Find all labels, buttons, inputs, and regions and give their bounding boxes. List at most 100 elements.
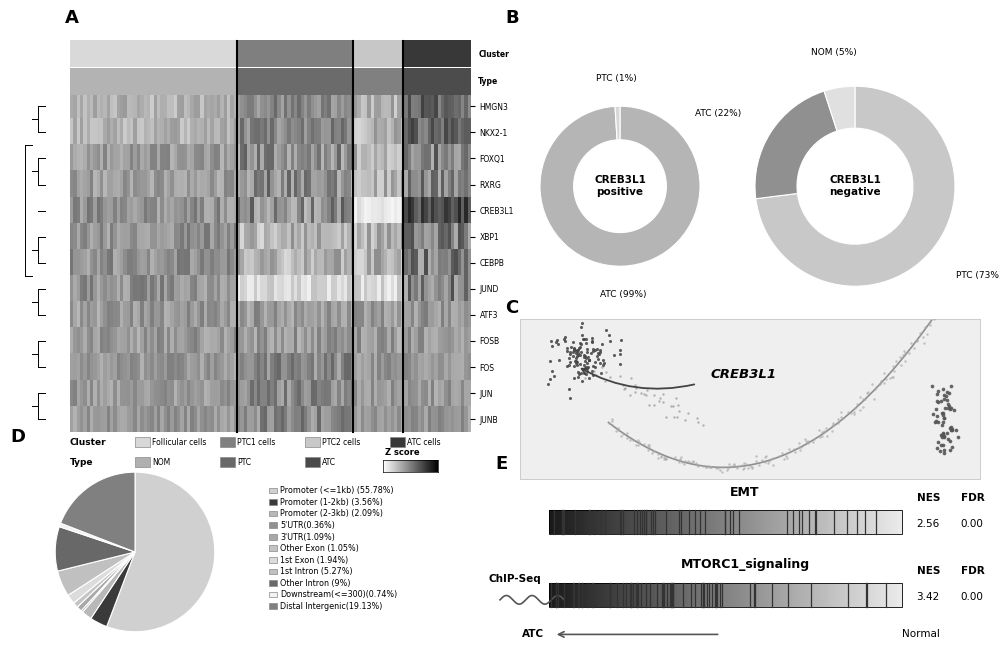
Bar — [687, 583, 688, 606]
Bar — [706, 583, 708, 606]
Bar — [727, 583, 729, 606]
Point — [573, 367, 589, 378]
Bar — [775, 510, 777, 534]
Point — [793, 442, 809, 452]
Bar — [715, 510, 717, 534]
Point — [569, 344, 585, 355]
Point — [646, 446, 662, 457]
Bar — [625, 583, 627, 606]
Point — [628, 440, 644, 451]
Point — [584, 333, 600, 344]
Bar — [732, 583, 734, 606]
Point — [570, 345, 586, 356]
Point — [542, 374, 558, 384]
Point — [690, 417, 706, 428]
Point — [757, 456, 773, 467]
Point — [922, 319, 938, 330]
Bar — [747, 510, 748, 534]
Point — [631, 437, 647, 448]
Text: Normal: Normal — [902, 629, 940, 640]
Bar — [724, 583, 725, 606]
Bar — [796, 510, 798, 534]
Point — [674, 457, 690, 467]
Point — [685, 456, 701, 467]
Point — [936, 432, 952, 443]
Point — [830, 413, 846, 424]
Point — [703, 462, 719, 473]
Point — [619, 428, 635, 439]
Point — [895, 350, 911, 360]
Point — [567, 356, 583, 366]
Bar — [757, 510, 759, 534]
Bar — [748, 583, 750, 606]
Bar — [642, 583, 644, 606]
Point — [627, 380, 643, 390]
Bar — [711, 510, 713, 534]
Bar — [867, 583, 868, 606]
Bar — [692, 510, 694, 534]
Point — [942, 436, 958, 446]
Point — [882, 372, 898, 383]
Point — [574, 329, 590, 340]
Bar — [889, 510, 891, 534]
Bar — [683, 510, 685, 534]
Bar — [674, 583, 676, 606]
Bar — [635, 583, 637, 606]
Point — [559, 342, 575, 353]
Bar — [868, 583, 870, 606]
Bar — [863, 510, 865, 534]
Point — [671, 457, 687, 467]
Bar — [609, 510, 611, 534]
Point — [652, 392, 668, 403]
Bar — [801, 510, 803, 534]
Point — [930, 417, 946, 428]
Bar — [713, 583, 715, 606]
Bar — [710, 510, 711, 534]
Bar — [688, 510, 690, 534]
Bar — [556, 510, 558, 534]
Bar — [701, 510, 702, 534]
Point — [897, 355, 913, 366]
Bar — [697, 510, 699, 534]
Bar — [561, 510, 563, 534]
Bar — [845, 510, 847, 534]
Point — [574, 375, 590, 386]
Point — [833, 406, 849, 417]
Bar — [706, 510, 708, 534]
Point — [926, 314, 942, 325]
Point — [676, 459, 692, 469]
Point — [846, 406, 862, 417]
Point — [598, 367, 614, 378]
Bar — [623, 510, 625, 534]
Bar — [766, 583, 768, 606]
Wedge shape — [615, 106, 620, 140]
Point — [701, 462, 717, 472]
Point — [655, 389, 671, 400]
Bar — [898, 583, 900, 606]
Bar — [724, 510, 725, 534]
Point — [937, 403, 953, 414]
Point — [896, 346, 912, 356]
Bar — [650, 510, 651, 534]
Point — [578, 338, 594, 348]
Point — [566, 343, 582, 354]
Bar — [650, 583, 651, 606]
Point — [562, 392, 578, 403]
Bar — [771, 510, 773, 534]
Point — [568, 357, 584, 368]
Bar — [859, 510, 861, 534]
Point — [765, 453, 781, 464]
Point — [641, 440, 657, 451]
Point — [570, 347, 586, 358]
Point — [742, 461, 758, 471]
Bar — [829, 510, 831, 534]
Point — [669, 412, 685, 422]
Text: FDR: FDR — [961, 566, 984, 576]
Point — [651, 396, 667, 407]
Point — [668, 393, 684, 404]
Text: E: E — [495, 455, 507, 473]
Bar — [849, 583, 851, 606]
Bar — [657, 583, 658, 606]
Text: Z score: Z score — [385, 448, 420, 457]
Bar — [708, 583, 710, 606]
